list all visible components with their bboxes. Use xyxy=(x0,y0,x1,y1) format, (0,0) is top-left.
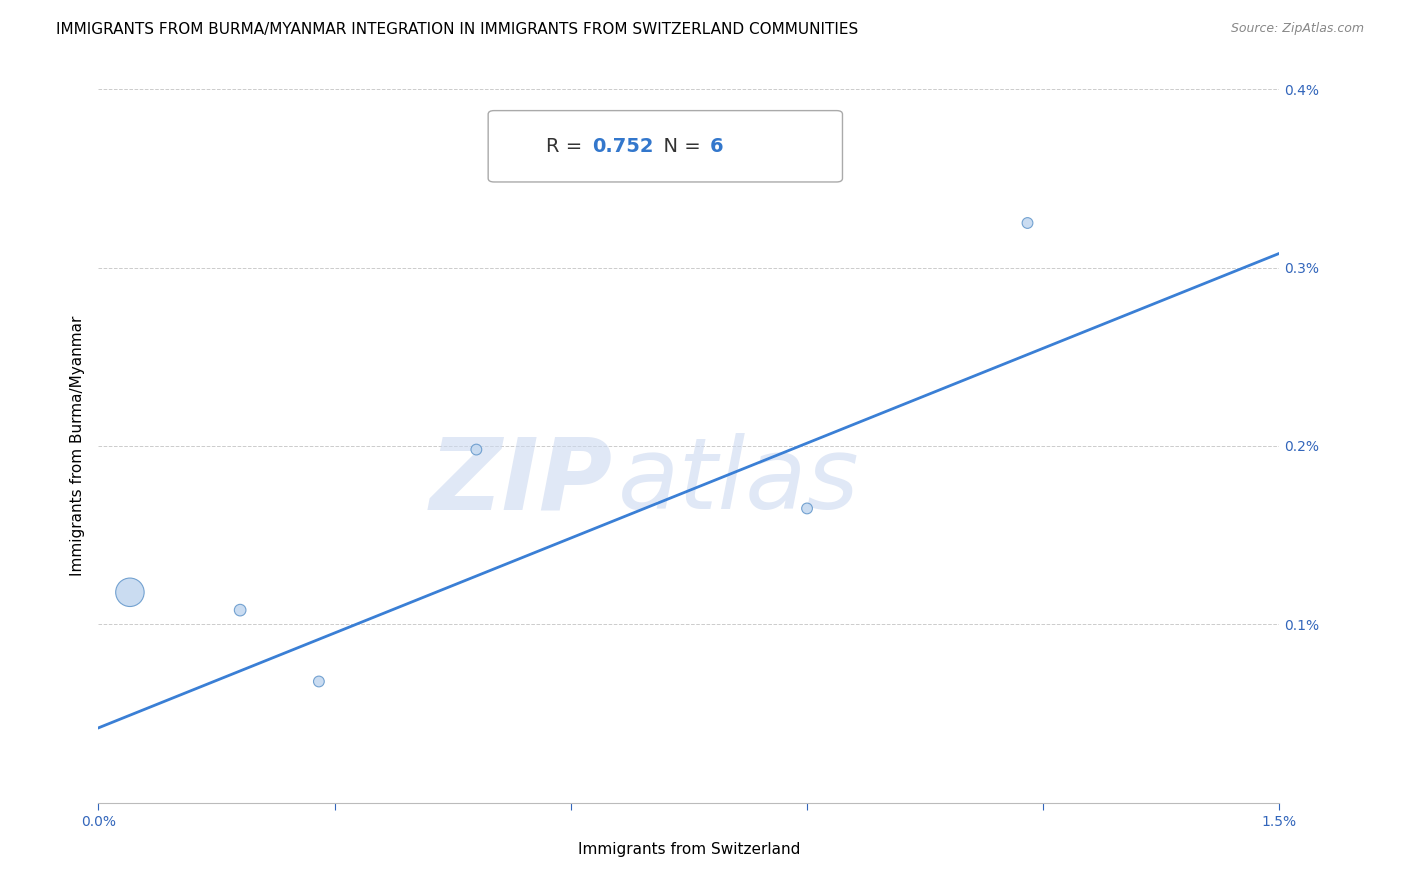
Text: N =: N = xyxy=(651,136,707,156)
FancyBboxPatch shape xyxy=(488,111,842,182)
Point xyxy=(796,501,818,516)
Text: R =: R = xyxy=(546,136,589,156)
Y-axis label: Immigrants from Burma/Myanmar: Immigrants from Burma/Myanmar xyxy=(69,316,84,576)
Point xyxy=(118,585,141,599)
X-axis label: Immigrants from Switzerland: Immigrants from Switzerland xyxy=(578,843,800,857)
Point xyxy=(229,603,252,617)
Text: atlas: atlas xyxy=(619,434,859,530)
Text: ZIP: ZIP xyxy=(429,434,612,530)
Text: 0.752: 0.752 xyxy=(592,136,654,156)
Point xyxy=(1017,216,1039,230)
Point xyxy=(308,674,330,689)
Text: IMMIGRANTS FROM BURMA/MYANMAR INTEGRATION IN IMMIGRANTS FROM SWITZERLAND COMMUNI: IMMIGRANTS FROM BURMA/MYANMAR INTEGRATIO… xyxy=(56,22,859,37)
Text: 6: 6 xyxy=(710,136,724,156)
Point xyxy=(465,442,488,457)
Text: Source: ZipAtlas.com: Source: ZipAtlas.com xyxy=(1230,22,1364,36)
